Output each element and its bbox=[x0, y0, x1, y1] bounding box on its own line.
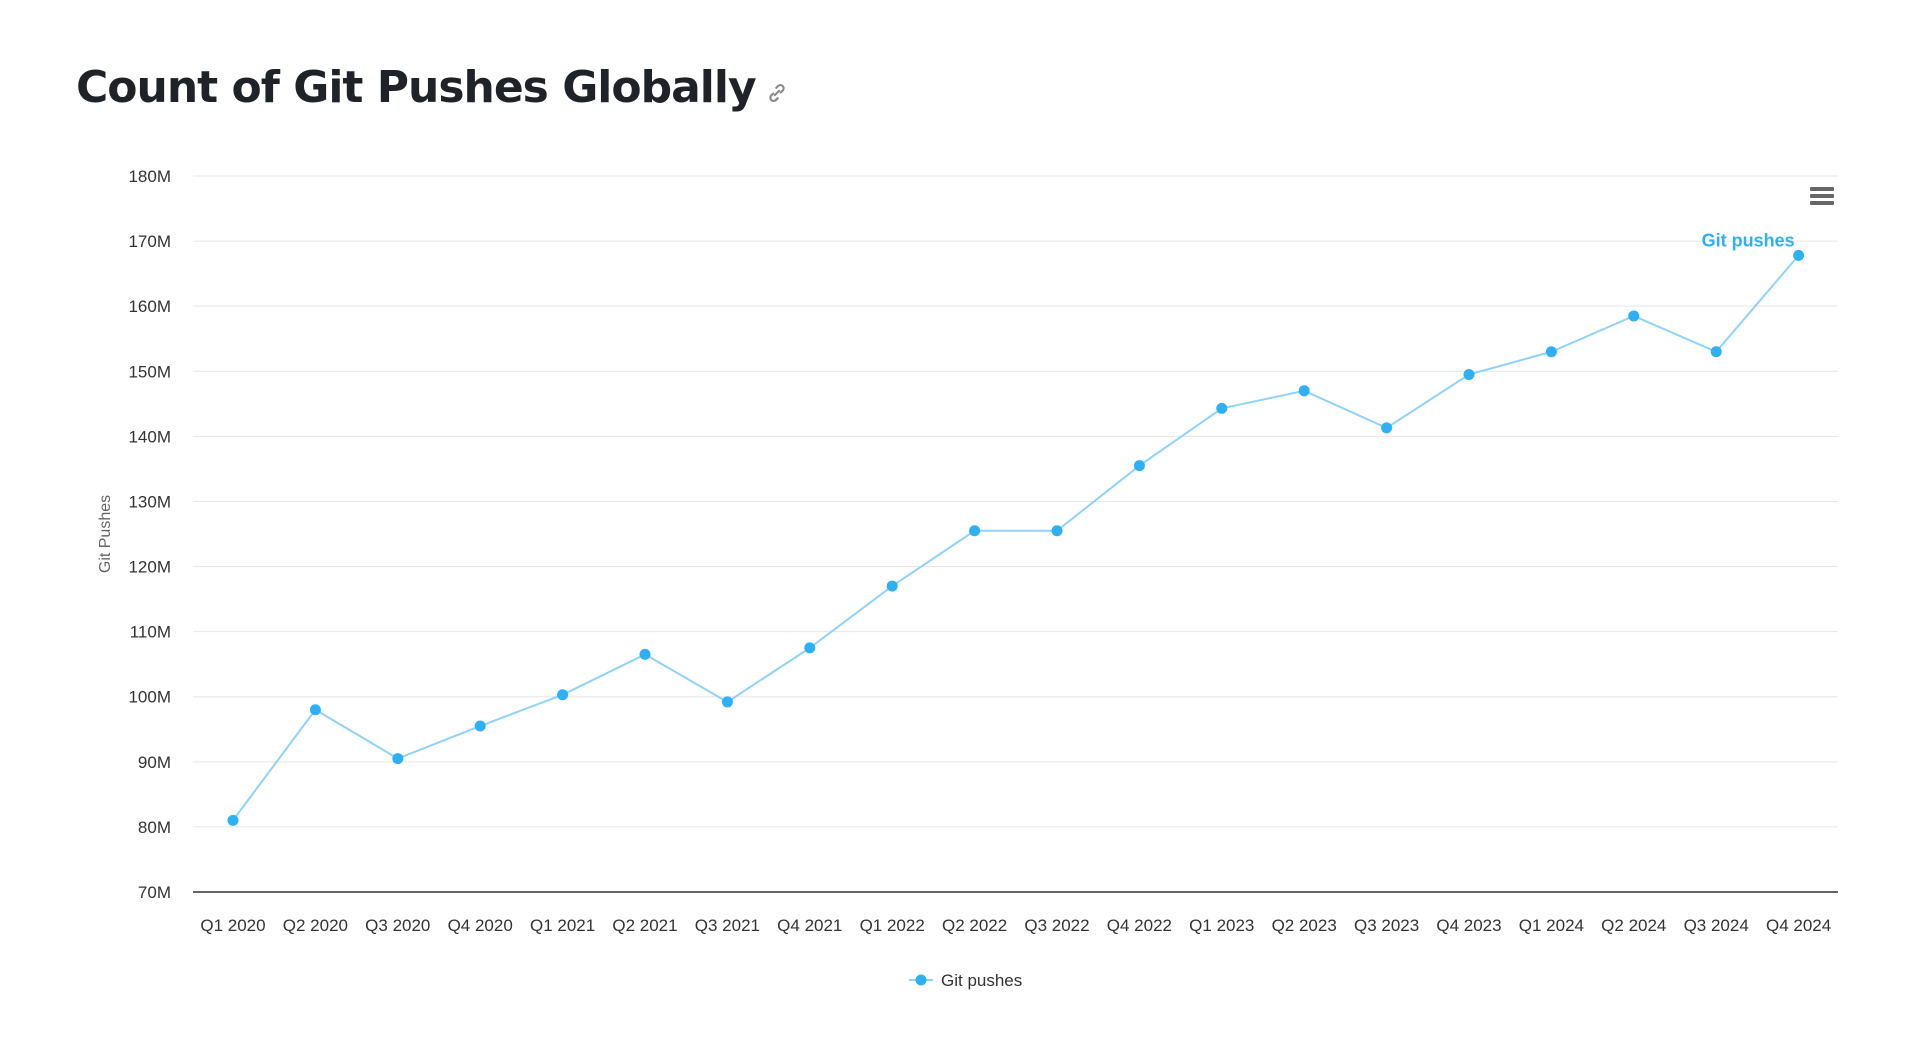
data-point[interactable] bbox=[474, 720, 486, 732]
x-tick-label: Q3 2020 bbox=[365, 916, 430, 935]
data-point[interactable] bbox=[1051, 525, 1063, 537]
x-tick-label: Q3 2021 bbox=[695, 916, 760, 935]
data-point[interactable] bbox=[886, 580, 898, 592]
data-point[interactable] bbox=[557, 689, 569, 701]
y-tick-label: 90M bbox=[138, 753, 171, 772]
x-tick-label: Q2 2020 bbox=[283, 916, 348, 935]
data-point[interactable] bbox=[969, 525, 981, 537]
y-tick-label: 100M bbox=[128, 688, 171, 707]
data-point[interactable] bbox=[309, 704, 321, 716]
data-point[interactable] bbox=[392, 753, 404, 765]
grid-lines bbox=[193, 175, 1838, 828]
y-tick-label: 160M bbox=[128, 297, 171, 316]
x-tick-label: Q4 2022 bbox=[1107, 916, 1172, 935]
x-tick-label: Q3 2023 bbox=[1354, 916, 1419, 935]
x-tick-label: Q3 2024 bbox=[1684, 916, 1749, 935]
y-tick-label: 70M bbox=[138, 883, 171, 902]
y-tick-label: 180M bbox=[128, 167, 171, 186]
x-tick-label: Q4 2021 bbox=[777, 916, 842, 935]
data-point[interactable] bbox=[227, 814, 239, 826]
link-icon[interactable] bbox=[764, 80, 790, 106]
data-point[interactable] bbox=[721, 696, 733, 708]
x-tick-label: Q4 2020 bbox=[448, 916, 513, 935]
x-tick-label: Q1 2024 bbox=[1519, 916, 1584, 935]
x-tick-label: Q4 2023 bbox=[1436, 916, 1501, 935]
page-title: Count of Git Pushes Globally bbox=[76, 62, 757, 113]
series-end-label: Git pushes bbox=[1702, 230, 1795, 250]
legend[interactable]: Git pushes bbox=[909, 971, 1022, 990]
x-tick-label: Q1 2022 bbox=[860, 916, 925, 935]
x-tick-label: Q2 2021 bbox=[612, 916, 677, 935]
x-tick-label: Q2 2023 bbox=[1272, 916, 1337, 935]
data-point[interactable] bbox=[639, 648, 651, 660]
data-point[interactable] bbox=[1216, 402, 1228, 414]
x-tick-labels: Q1 2020 Q2 2020 Q3 2020 Q4 2020 Q1 2021 Q2 20… bbox=[200, 916, 1831, 935]
data-point[interactable] bbox=[1133, 460, 1145, 472]
data-point[interactable] bbox=[804, 642, 816, 654]
series-line bbox=[232, 254, 1800, 821]
x-tick-label: Q1 2021 bbox=[530, 916, 595, 935]
hamburger-menu-icon[interactable] bbox=[1806, 184, 1838, 212]
y-tick-label: 120M bbox=[128, 558, 171, 577]
x-tick-label: Q1 2023 bbox=[1189, 916, 1254, 935]
data-point[interactable] bbox=[1710, 346, 1722, 358]
series-git-pushes bbox=[227, 249, 1805, 826]
data-point[interactable] bbox=[1545, 346, 1557, 358]
y-tick-label: 170M bbox=[128, 232, 171, 251]
y-tick-label: 140M bbox=[128, 427, 171, 446]
x-tick-label: Q2 2024 bbox=[1601, 916, 1666, 935]
x-tick-label: Q1 2020 bbox=[200, 916, 265, 935]
x-tick-label: Q2 2022 bbox=[942, 916, 1007, 935]
y-tick-labels: 70M 80M 90M 100M 110M 120M 130M 140M 150M 160M 170… bbox=[128, 167, 171, 902]
y-tick-label: 150M bbox=[128, 362, 171, 381]
legend-marker bbox=[915, 974, 927, 986]
y-tick-label: 130M bbox=[128, 492, 171, 511]
x-tick-label: Q3 2022 bbox=[1024, 916, 1089, 935]
x-tick-label: Q4 2024 bbox=[1766, 916, 1831, 935]
data-point[interactable] bbox=[1628, 310, 1640, 322]
data-point[interactable] bbox=[1381, 422, 1393, 434]
y-tick-label: 110M bbox=[130, 623, 171, 642]
legend-label[interactable]: Git pushes bbox=[941, 971, 1022, 990]
data-point[interactable] bbox=[1298, 385, 1310, 397]
data-point[interactable] bbox=[1463, 369, 1475, 381]
y-tick-label: 80M bbox=[138, 818, 171, 837]
chart-header: Count of Git Pushes Globally bbox=[76, 62, 790, 113]
y-axis-title: Git Pushes bbox=[97, 495, 114, 573]
data-point[interactable] bbox=[1793, 249, 1805, 261]
